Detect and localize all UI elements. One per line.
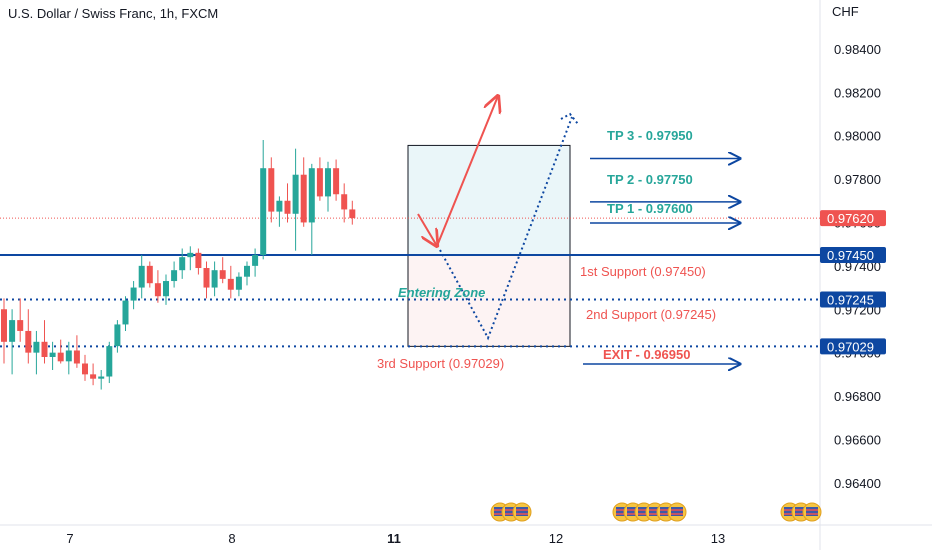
event-flag-field: [784, 507, 796, 516]
y-tick-label: 0.96600: [834, 432, 881, 447]
candle-body: [349, 209, 356, 219]
event-flag-field: [660, 507, 672, 516]
chart-title: U.S. Dollar / Swiss Franc, 1h, FXCM: [8, 6, 219, 21]
x-tick-label: 12: [549, 531, 563, 546]
current-price-badge-bg: [820, 210, 886, 227]
x-tick-label: 11: [387, 531, 401, 546]
y-tick-label: 0.96800: [834, 389, 881, 404]
candle-body: [1, 309, 7, 342]
candle-body: [308, 168, 315, 223]
pullback-arrow: [417, 213, 437, 246]
candle-body: [244, 265, 250, 277]
candle-body: [179, 257, 186, 271]
candle-body: [300, 174, 307, 223]
candle-body: [325, 168, 331, 197]
candle-body: [154, 283, 161, 297]
y-tick-label: 0.98200: [834, 85, 881, 100]
y-tick-label: 0.97800: [834, 172, 881, 187]
event-flag-field: [616, 507, 628, 516]
candle-body: [65, 350, 72, 362]
support-1-label: 1st Support (0.97450): [580, 264, 706, 279]
candle-body: [284, 200, 291, 214]
candle-body: [122, 300, 129, 325]
support-2-label: 2nd Support (0.97245): [586, 307, 716, 322]
candle-body: [252, 255, 259, 266]
candle-body: [146, 265, 153, 284]
entering-zone-box: [407, 254, 571, 347]
candle-body: [235, 276, 242, 290]
level-badge-3-bg: [820, 338, 886, 355]
candle-body: [268, 168, 275, 212]
level-badge-2-bg: [820, 291, 886, 308]
event-flag-field: [671, 507, 683, 516]
candle-body: [219, 270, 226, 279]
y-tick-label: 0.98400: [834, 42, 881, 57]
candle-body: [171, 270, 178, 282]
candle-body: [203, 268, 210, 288]
level-badge-3: 0.97029: [827, 339, 874, 354]
entering-zone-label: Entering Zone: [398, 285, 485, 300]
alt-projection-head: [560, 112, 579, 125]
candle-body: [82, 363, 88, 375]
event-flag-field: [627, 507, 639, 516]
event-flag-field: [505, 507, 517, 516]
candle-body: [98, 376, 105, 379]
support-3-label: 3rd Support (0.97029): [377, 356, 504, 371]
y-tick-label: 0.98000: [834, 129, 881, 144]
candle-body: [90, 374, 97, 379]
level-badge-2: 0.97245: [827, 292, 874, 307]
alt-projection-path: [439, 116, 573, 341]
candle-body: [41, 341, 48, 357]
candle-body: [9, 320, 16, 342]
candle-body: [25, 330, 32, 353]
x-tick-label: 13: [711, 531, 725, 546]
x-tick-label: 7: [66, 531, 73, 546]
bullish-projection-arrow: [436, 96, 498, 247]
event-flag-field: [806, 507, 818, 516]
level-badge-1-bg: [820, 247, 886, 263]
candle-body: [195, 252, 202, 269]
y-tick-label: 0.96400: [834, 476, 881, 491]
event-flag-field: [494, 507, 506, 516]
level-badge-1: 0.97450: [827, 248, 874, 263]
x-tick-label: 8: [228, 531, 235, 546]
candle-body: [57, 352, 64, 362]
candle-body: [17, 320, 24, 331]
candle-body: [211, 270, 218, 288]
candle-body: [276, 200, 283, 212]
candle-body: [49, 352, 56, 357]
current-price-badge: 0.97620: [827, 211, 874, 226]
candle-body: [341, 194, 348, 210]
tp1-label: TP 1 - 0.97600: [607, 201, 693, 216]
event-flag-field: [516, 507, 528, 516]
exit-label: EXIT - 0.96950: [603, 347, 690, 362]
candle-body: [316, 168, 323, 197]
candle-body: [33, 341, 40, 353]
candle-body: [333, 168, 340, 195]
event-flag-field: [638, 507, 650, 516]
candle-body: [130, 287, 137, 301]
tp2-label: TP 2 - 0.97750: [607, 172, 693, 187]
candle-body: [73, 350, 80, 364]
tp3-label: TP 3 - 0.97950: [607, 128, 693, 143]
candle-body: [114, 324, 121, 347]
candle-body: [260, 168, 267, 255]
candle-body: [227, 278, 234, 290]
candle-body: [187, 252, 194, 258]
candle-body: [138, 265, 145, 288]
event-flag-field: [649, 507, 661, 516]
event-flag-field: [795, 507, 807, 516]
candle-body: [292, 174, 299, 214]
candle-body: [106, 346, 113, 377]
candle-body: [163, 281, 169, 297]
currency-label: CHF: [832, 4, 859, 19]
